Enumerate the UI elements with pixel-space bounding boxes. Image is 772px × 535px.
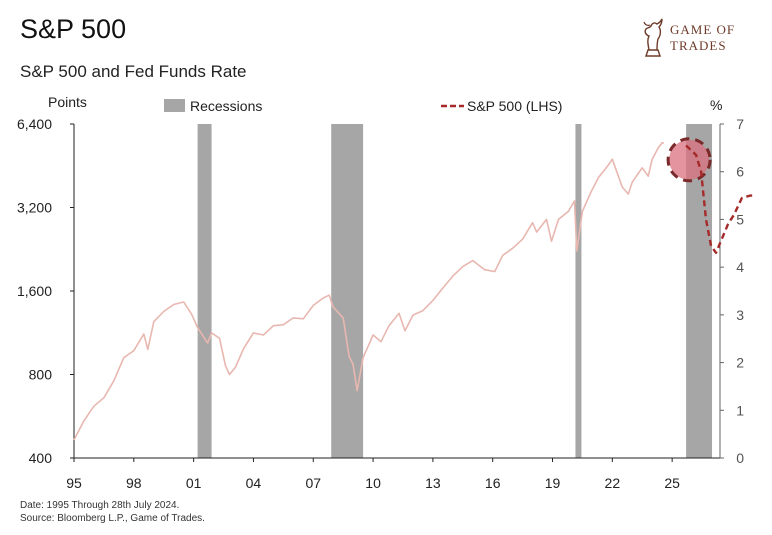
chart-subtitle: S&P 500 and Fed Funds Rate	[20, 62, 247, 81]
right-tick-label: 0	[736, 450, 744, 466]
page-title: S&P 500	[20, 14, 127, 44]
x-tick-label: 98	[126, 475, 142, 491]
left-tick-label: 3,200	[17, 200, 52, 216]
right-tick-label: 2	[736, 355, 744, 371]
right-tick-label: 3	[736, 307, 744, 323]
x-tick-label: 19	[545, 475, 561, 491]
left-tick-label: 6,400	[17, 116, 52, 132]
x-tick-label: 22	[605, 475, 621, 491]
footnote-source: Source: Bloomberg L.P., Game of Trades.	[20, 513, 205, 524]
x-tick-label: 25	[664, 475, 680, 491]
bull-chess-knight-icon	[643, 18, 663, 57]
x-tick-label: 04	[246, 475, 262, 491]
recession-band-2	[331, 124, 364, 458]
footnote-date: Date: 1995 Through 28th July 2024.	[20, 500, 180, 511]
x-tick-label: 01	[186, 475, 202, 491]
x-tick-label: 07	[305, 475, 321, 491]
chart-legend: Recessions S&P 500 (LHS)	[164, 98, 562, 114]
forecast-dashed-line	[685, 144, 756, 254]
left-tick-label: 800	[29, 367, 53, 383]
right-tick-label: 5	[736, 211, 744, 227]
left-tick-label: 400	[29, 450, 53, 466]
sp500-line	[73, 141, 664, 441]
recession-band-1	[197, 124, 212, 458]
legend-sp500-label: S&P 500 (LHS)	[467, 98, 562, 114]
logo-text-line1: GAME OF	[670, 22, 736, 37]
right-tick-label: 6	[736, 164, 744, 180]
left-axis-label: Points	[48, 94, 87, 110]
legend-recessions-swatch	[164, 99, 185, 112]
highlight-circle-fill	[669, 139, 710, 180]
x-tick-label: 10	[365, 475, 381, 491]
legend-recessions-label: Recessions	[190, 98, 262, 114]
logo-text-line2: TRADES	[670, 38, 727, 53]
right-tick-label: 1	[736, 402, 744, 418]
left-tick-label: 1,600	[17, 283, 52, 299]
x-tick-label: 13	[425, 475, 441, 491]
right-axis-label: %	[710, 97, 722, 113]
x-tick-label: 16	[485, 475, 501, 491]
x-tick-label: 95	[66, 475, 82, 491]
recession-band-3	[575, 124, 582, 458]
highlight-circle-outline	[666, 137, 712, 183]
game-of-trades-logo: GAME OF TRADES	[640, 14, 750, 64]
recession-bands	[197, 124, 713, 458]
right-tick-label: 4	[736, 259, 744, 275]
chart-series	[73, 137, 756, 441]
right-tick-label: 7	[736, 116, 744, 132]
